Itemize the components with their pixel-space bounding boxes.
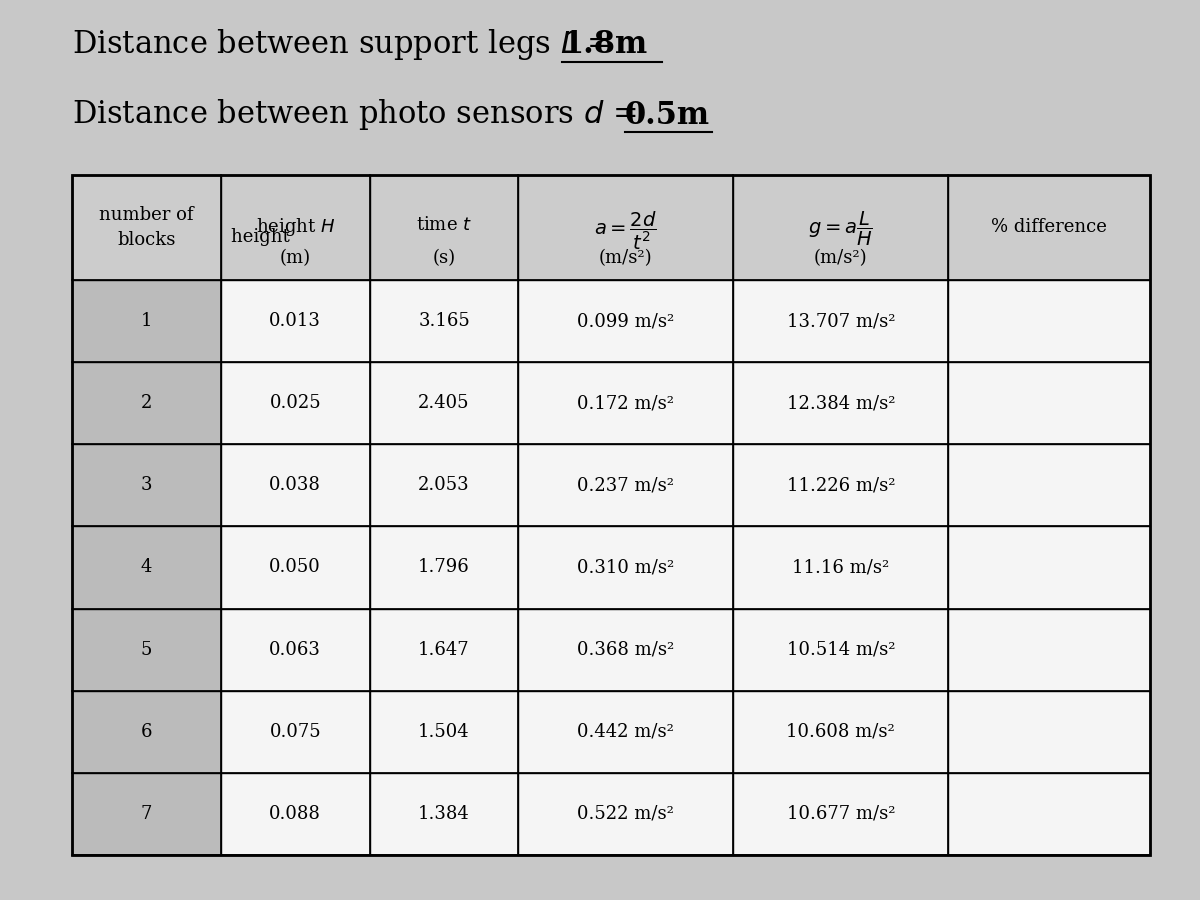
Bar	[72, 175, 221, 280]
Bar	[518, 280, 733, 362]
Text: 5: 5	[140, 641, 152, 659]
Text: $a = \dfrac{2d}{t^2}$: $a = \dfrac{2d}{t^2}$	[594, 210, 658, 252]
Text: 0.442 m/s²: 0.442 m/s²	[577, 723, 674, 741]
Bar	[370, 526, 518, 608]
Text: 10.677 m/s²: 10.677 m/s²	[786, 805, 895, 823]
Bar	[733, 608, 948, 690]
Bar	[518, 175, 733, 280]
Text: (m/s²): (m/s²)	[599, 249, 653, 267]
Text: 1.796: 1.796	[418, 559, 470, 577]
Text: 0.038: 0.038	[269, 476, 322, 494]
Text: 11.16 m/s²: 11.16 m/s²	[792, 559, 889, 577]
Text: 0.013: 0.013	[269, 312, 322, 330]
Text: 1.647: 1.647	[418, 641, 470, 659]
Bar	[72, 773, 221, 855]
Bar	[733, 362, 948, 445]
Text: 1.384: 1.384	[418, 805, 470, 823]
Bar	[72, 608, 221, 690]
Text: 7: 7	[140, 805, 152, 823]
Text: time $t$: time $t$	[416, 215, 472, 233]
Text: 1.504: 1.504	[418, 723, 470, 741]
Text: 0.025: 0.025	[269, 394, 322, 412]
Text: 1.8m: 1.8m	[562, 30, 647, 60]
Bar	[72, 280, 221, 362]
Bar	[518, 445, 733, 526]
Bar	[370, 690, 518, 773]
Bar	[72, 362, 221, 445]
Text: Distance between photo sensors $d$ =: Distance between photo sensors $d$ =	[72, 97, 640, 132]
Text: 2: 2	[140, 394, 152, 412]
Text: 1: 1	[140, 312, 152, 330]
Text: 2.405: 2.405	[419, 394, 469, 412]
Text: 0.050: 0.050	[269, 559, 322, 577]
Bar	[733, 526, 948, 608]
Bar	[221, 280, 370, 362]
Bar	[518, 773, 733, 855]
Bar	[948, 608, 1150, 690]
Bar	[72, 175, 1150, 855]
Bar	[948, 773, 1150, 855]
Bar	[370, 445, 518, 526]
Text: height $H$: height $H$	[256, 215, 335, 238]
Text: 12.384 m/s²: 12.384 m/s²	[786, 394, 895, 412]
Bar	[948, 280, 1150, 362]
Bar	[221, 362, 370, 445]
Text: (s): (s)	[432, 249, 456, 267]
Bar	[948, 690, 1150, 773]
Text: number of
blocks: number of blocks	[100, 206, 193, 249]
Bar	[948, 362, 1150, 445]
Text: 0.522 m/s²: 0.522 m/s²	[577, 805, 674, 823]
Text: 2.053: 2.053	[418, 476, 470, 494]
Bar	[733, 690, 948, 773]
Text: 0.088: 0.088	[269, 805, 322, 823]
Bar	[370, 280, 518, 362]
Text: 0.099 m/s²: 0.099 m/s²	[577, 312, 674, 330]
Bar	[518, 526, 733, 608]
Bar	[221, 175, 370, 280]
Bar	[733, 175, 948, 280]
Text: 11.226 m/s²: 11.226 m/s²	[786, 476, 895, 494]
Bar	[72, 690, 221, 773]
Text: 10.514 m/s²: 10.514 m/s²	[786, 641, 895, 659]
Text: (m/s²): (m/s²)	[814, 249, 868, 267]
Text: % difference: % difference	[991, 219, 1108, 237]
Bar	[733, 445, 948, 526]
Bar	[948, 526, 1150, 608]
Bar	[948, 175, 1150, 280]
Bar	[370, 773, 518, 855]
Text: 10.608 m/s²: 10.608 m/s²	[786, 723, 895, 741]
Text: Distance between support legs $L$ =: Distance between support legs $L$ =	[72, 28, 614, 62]
Bar	[72, 445, 221, 526]
Text: 0.237 m/s²: 0.237 m/s²	[577, 476, 674, 494]
Bar	[221, 445, 370, 526]
Bar	[518, 608, 733, 690]
Text: 0.5m: 0.5m	[625, 100, 710, 130]
Text: 0.368 m/s²: 0.368 m/s²	[577, 641, 674, 659]
Text: $g = a\dfrac{L}{H}$: $g = a\dfrac{L}{H}$	[809, 210, 874, 248]
Bar	[518, 690, 733, 773]
Bar	[733, 773, 948, 855]
Bar	[370, 608, 518, 690]
Text: 3: 3	[140, 476, 152, 494]
Text: 0.172 m/s²: 0.172 m/s²	[577, 394, 674, 412]
Bar	[733, 280, 948, 362]
Bar	[948, 445, 1150, 526]
Bar	[221, 526, 370, 608]
Bar	[221, 690, 370, 773]
Text: 0.075: 0.075	[269, 723, 322, 741]
Bar	[221, 773, 370, 855]
Text: 4: 4	[140, 559, 152, 577]
Bar	[370, 362, 518, 445]
Text: 0.310 m/s²: 0.310 m/s²	[577, 559, 674, 577]
Text: height: height	[230, 228, 295, 246]
Bar	[221, 608, 370, 690]
Bar	[72, 526, 221, 608]
Text: (m): (m)	[280, 249, 311, 267]
Text: 6: 6	[140, 723, 152, 741]
Text: 3.165: 3.165	[418, 312, 470, 330]
Bar	[370, 175, 518, 280]
Text: 13.707 m/s²: 13.707 m/s²	[786, 312, 895, 330]
Text: 0.063: 0.063	[269, 641, 322, 659]
Bar	[518, 362, 733, 445]
